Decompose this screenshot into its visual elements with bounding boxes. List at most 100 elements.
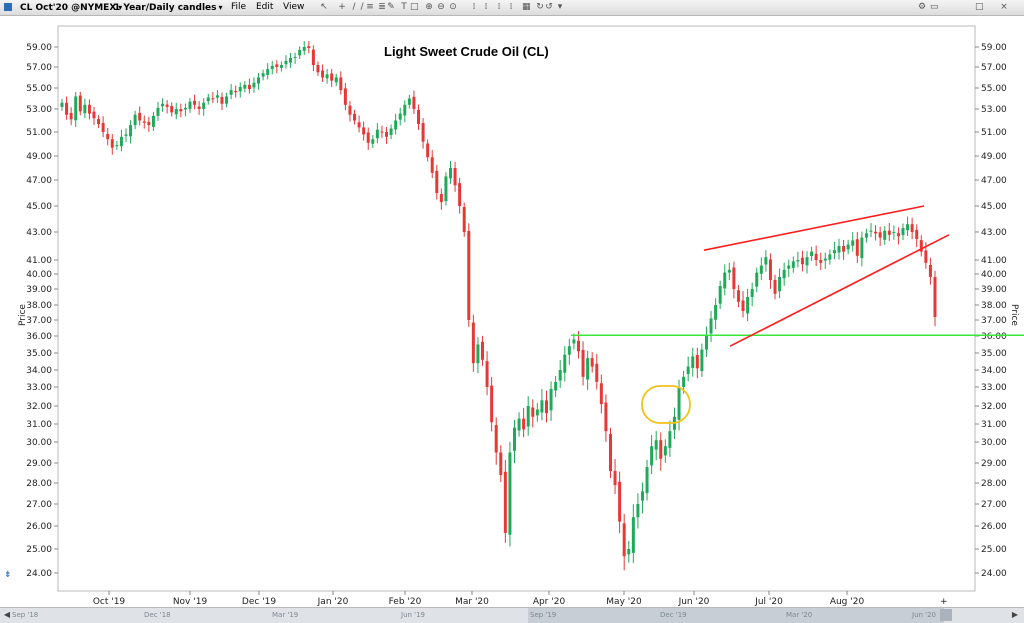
y-tick-label: 26.00 [26,522,52,532]
candle-body [165,104,169,107]
candle-body [928,265,932,277]
pencil-icon[interactable]: ✎ [387,2,395,12]
bar-spacing-icon[interactable]: ⁞ [484,2,488,12]
symbol-selector[interactable]: CL Oct'20 @NYMEX [20,0,122,16]
candle-body [508,452,512,535]
candle-body [234,90,238,93]
candle-body [791,261,795,268]
close-icon[interactable]: × [1000,2,1008,12]
candle-body [933,277,937,317]
y-tick-label: 34.00 [981,366,1007,376]
candle-body [101,123,105,132]
y-tick-label: 59.00 [981,43,1007,53]
period-label: 1 Year/Daily candles [114,3,217,13]
scroller-label: Dec '18 [144,611,171,619]
candle-body [307,46,311,48]
candle-body [385,132,389,137]
candle-body [910,224,914,232]
layout-icon[interactable]: ▦ [522,2,531,12]
refresh-icon[interactable]: ↻ [536,2,544,12]
maximize-icon[interactable]: □ [975,2,984,12]
candle-body [398,113,402,120]
candle-body [567,346,571,355]
crosshair-icon[interactable]: + [338,2,346,12]
candle-body [659,440,663,459]
chart-scroller[interactable]: ◀ Sep '18 Dec '18 Mar '19 Jun '19 Sep '1… [0,607,1024,623]
y-tick-label: 53.00 [26,105,52,115]
menu-edit[interactable]: Edit [256,2,274,12]
y-tick-label: 39.00 [26,285,52,295]
bar-spacing-icon[interactable]: ⁞ [497,2,501,12]
y-tick-label: 55.00 [26,84,52,94]
bar-spacing-icon[interactable]: ⁞ [472,2,476,12]
chart-title: Light Sweet Crude Oil (CL) [384,44,549,59]
minimize-icon[interactable]: ▭ [930,2,939,12]
scroller-label: Sep '18 [12,611,39,619]
line-tool-icon[interactable]: / [352,2,356,12]
line-tool-icon[interactable]: / [360,2,364,12]
settings-icon[interactable]: ⚙ [918,2,927,12]
chart-toolbar: CL Oct'20 @NYMEX 1 Year/Daily candles Fi… [0,0,1024,16]
candle-body [746,297,750,314]
channel-tool-icon[interactable]: ≡ [366,2,374,12]
chart-area[interactable]: 59.00 59.00 57.00 57.00 55.00 55.00 53.00 53.00… [0,15,1024,607]
y-tick-label: 28.00 [981,479,1007,489]
zoom-out-icon[interactable]: ⊖ [437,2,445,12]
candle-body [490,385,494,423]
text-tool-icon[interactable]: T [401,2,407,12]
y-tick-label: 33.00 [26,383,52,393]
candle-body [316,65,320,73]
y-tick-label: 45.00 [981,202,1007,212]
x-tick-label: Feb '20 [389,597,422,607]
zoom-reset-icon[interactable]: ⊙ [449,2,457,12]
x-tick-label: Jan '20 [317,597,349,607]
zoom-in-icon[interactable]: ⊕ [425,2,433,12]
shape-tool-icon[interactable]: □ [410,2,419,12]
menu-file[interactable]: File [231,2,247,12]
x-tick-label: Mar '20 [455,597,489,607]
candle-body [330,73,334,81]
x-tick-label: Oct '19 [93,597,126,607]
x-tick-label: Jun '20 [678,597,710,607]
menu-view[interactable]: View [283,2,305,12]
candle-body [298,50,302,56]
scroller-handle[interactable] [940,609,952,621]
candle-body [901,228,905,236]
x-tick-label: Dec '19 [242,597,276,607]
cursor-icon[interactable]: ↖ [320,2,328,12]
candle-body [458,183,462,206]
candle-body [229,90,233,95]
candle-body [874,231,878,234]
candle-body [842,246,846,252]
bar-spacing-icon[interactable]: ⁞ [509,2,513,12]
period-selector[interactable]: 1 Year/Daily candles [114,0,223,16]
y-tick-label: 35.00 [26,349,52,359]
price-chart[interactable]: 59.00 59.00 57.00 57.00 55.00 55.00 53.00 53.00… [0,15,1024,607]
candle-body [426,143,430,158]
dropdown-icon[interactable]: ▾ [557,2,563,12]
scroller-label: Jun '20 [912,611,936,619]
y-tick-label: 30.00 [26,438,52,448]
candle-body [604,402,608,432]
scroll-right-icon[interactable]: ▶ [1011,610,1019,619]
candle-body [481,341,485,360]
y-tick-label: 31.00 [981,420,1007,430]
fib-tool-icon[interactable]: ≣ [378,2,386,12]
candle-body [142,121,146,123]
refresh-alt-icon[interactable]: ↺ [545,2,553,12]
candle-body [284,61,288,65]
candle-body [631,517,635,553]
candle-body [252,82,256,88]
candle-body [133,114,137,126]
candle-body [887,230,891,235]
highlight-circle [641,385,691,424]
x-axis-end-marker: + [940,597,948,607]
candle-body [860,237,864,259]
y-tick-label: 36.00 [26,332,52,342]
y-tick-label: 26.00 [981,522,1007,532]
scroller-window[interactable] [528,608,944,623]
candle-body [796,260,800,262]
scroll-left-icon[interactable]: ◀ [3,610,11,619]
y-tick-label: 59.00 [26,43,52,53]
candle-body [709,318,713,334]
